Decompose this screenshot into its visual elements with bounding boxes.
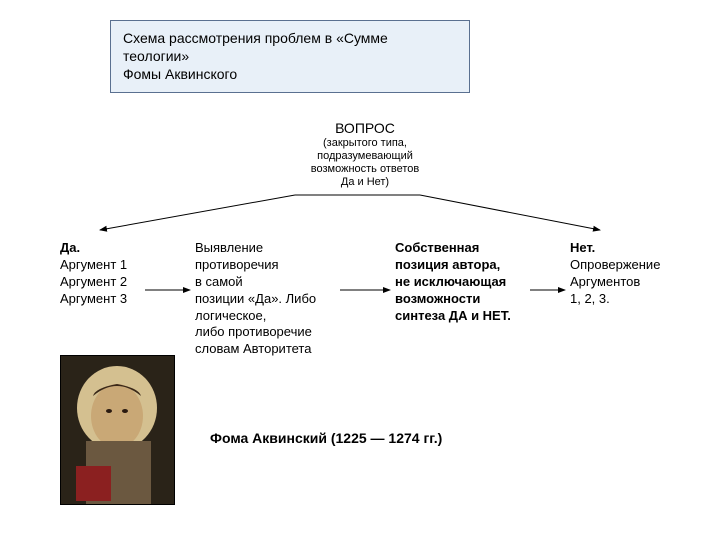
pos-b3: не исключающая xyxy=(395,274,545,291)
no-l4: 1, 2, 3. xyxy=(570,291,690,308)
yes-arg-3: Аргумент 3 xyxy=(60,291,170,308)
aquinas-portrait xyxy=(60,355,175,505)
question-title: ВОПРОС xyxy=(290,120,440,137)
pos-b4: возможности xyxy=(395,291,545,308)
contra-l3: в самой xyxy=(195,274,345,291)
title-line-2: Фомы Аквинского xyxy=(123,65,457,83)
contra-l2: противоречия xyxy=(195,257,345,274)
block-contradiction: Выявление противоречия в самой позиции «… xyxy=(195,240,345,358)
block-position: Собственная позиция автора, не исключающ… xyxy=(395,240,545,324)
title-line-1: Схема рассмотрения проблем в «Сумме теол… xyxy=(123,29,457,65)
contra-l1: Выявление xyxy=(195,240,345,257)
contra-l7: словам Авторитета xyxy=(195,341,345,358)
yes-arg-1: Аргумент 1 xyxy=(60,257,170,274)
question-sub-1: (закрытого типа, xyxy=(290,137,440,150)
question-block: ВОПРОС (закрытого типа, подразумевающий … xyxy=(290,120,440,190)
title-box: Схема рассмотрения проблем в «Сумме теол… xyxy=(110,20,470,93)
pos-b2: позиция автора, xyxy=(395,257,545,274)
yes-arg-2: Аргумент 2 xyxy=(60,274,170,291)
pos-b5: синтеза ДА и НЕТ. xyxy=(395,308,545,325)
question-sub-2: подразумевающий xyxy=(290,150,440,163)
question-sub-4: Да и Нет) xyxy=(290,176,440,189)
no-l3: Аргументов xyxy=(570,274,690,291)
block-yes: Да. Аргумент 1 Аргумент 2 Аргумент 3 xyxy=(60,240,170,308)
no-bold: Нет. xyxy=(570,240,690,257)
contra-l6: либо противоречие xyxy=(195,324,345,341)
portrait-caption: Фома Аквинский (1225 — 1274 гг.) xyxy=(210,430,442,446)
no-l2: Опровержение xyxy=(570,257,690,274)
pos-b1: Собственная xyxy=(395,240,545,257)
contra-l4: позиции «Да». Либо xyxy=(195,291,345,308)
question-sub-3: возможность ответов xyxy=(290,163,440,176)
block-no: Нет. Опровержение Аргументов 1, 2, 3. xyxy=(570,240,690,308)
contra-l5: логическое, xyxy=(195,308,345,325)
yes-bold: Да. xyxy=(60,240,170,257)
